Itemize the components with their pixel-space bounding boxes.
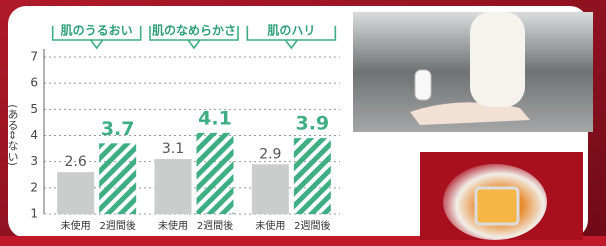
bar <box>197 133 234 214</box>
category-label: 肌のハリ <box>266 23 315 38</box>
photo-device <box>420 152 583 240</box>
x-tick-label: 2週間後 <box>197 219 233 232</box>
bar <box>294 138 331 214</box>
value-label: 2.9 <box>259 146 281 162</box>
y-tick-label: 4 <box>30 128 38 142</box>
ad-banner: (ある⇔ない) 1 2 3 4 5 6 7 肌のうるおい 2.6 未使用 3.7 2週間後 肌のなめらか… <box>0 0 606 246</box>
y-tick-label: 1 <box>30 207 38 221</box>
bar <box>99 143 136 214</box>
value-label: 2.6 <box>65 154 87 170</box>
x-tick-label: 未使用 <box>255 219 285 232</box>
y-tick-label: 3 <box>30 154 38 168</box>
x-tick-label: 2週間後 <box>294 219 330 232</box>
category-label: 肌のなめらかさ <box>151 23 236 38</box>
y-tick-label: 2 <box>30 180 38 194</box>
y-tick-label: 7 <box>30 50 38 64</box>
category-label: 肌のうるおい <box>60 23 133 38</box>
value-label: 3.9 <box>295 113 329 135</box>
y-tick-label: 5 <box>30 102 38 116</box>
y-tick-label: 6 <box>30 76 38 90</box>
x-tick-label: 未使用 <box>61 219 91 232</box>
y-axis-label: (ある⇔ない) <box>6 104 19 166</box>
photo-sofa <box>353 12 593 132</box>
value-label: 3.1 <box>162 141 184 157</box>
x-tick-label: 未使用 <box>158 219 188 232</box>
value-label: 3.7 <box>101 118 135 140</box>
page: {"chart_data": {"type": "bar", "y_label"… <box>0 0 606 246</box>
x-tick-label: 2週間後 <box>99 219 135 232</box>
value-label: 4.1 <box>198 107 232 129</box>
bar <box>57 172 94 214</box>
bar <box>155 159 192 214</box>
bar <box>252 164 289 214</box>
